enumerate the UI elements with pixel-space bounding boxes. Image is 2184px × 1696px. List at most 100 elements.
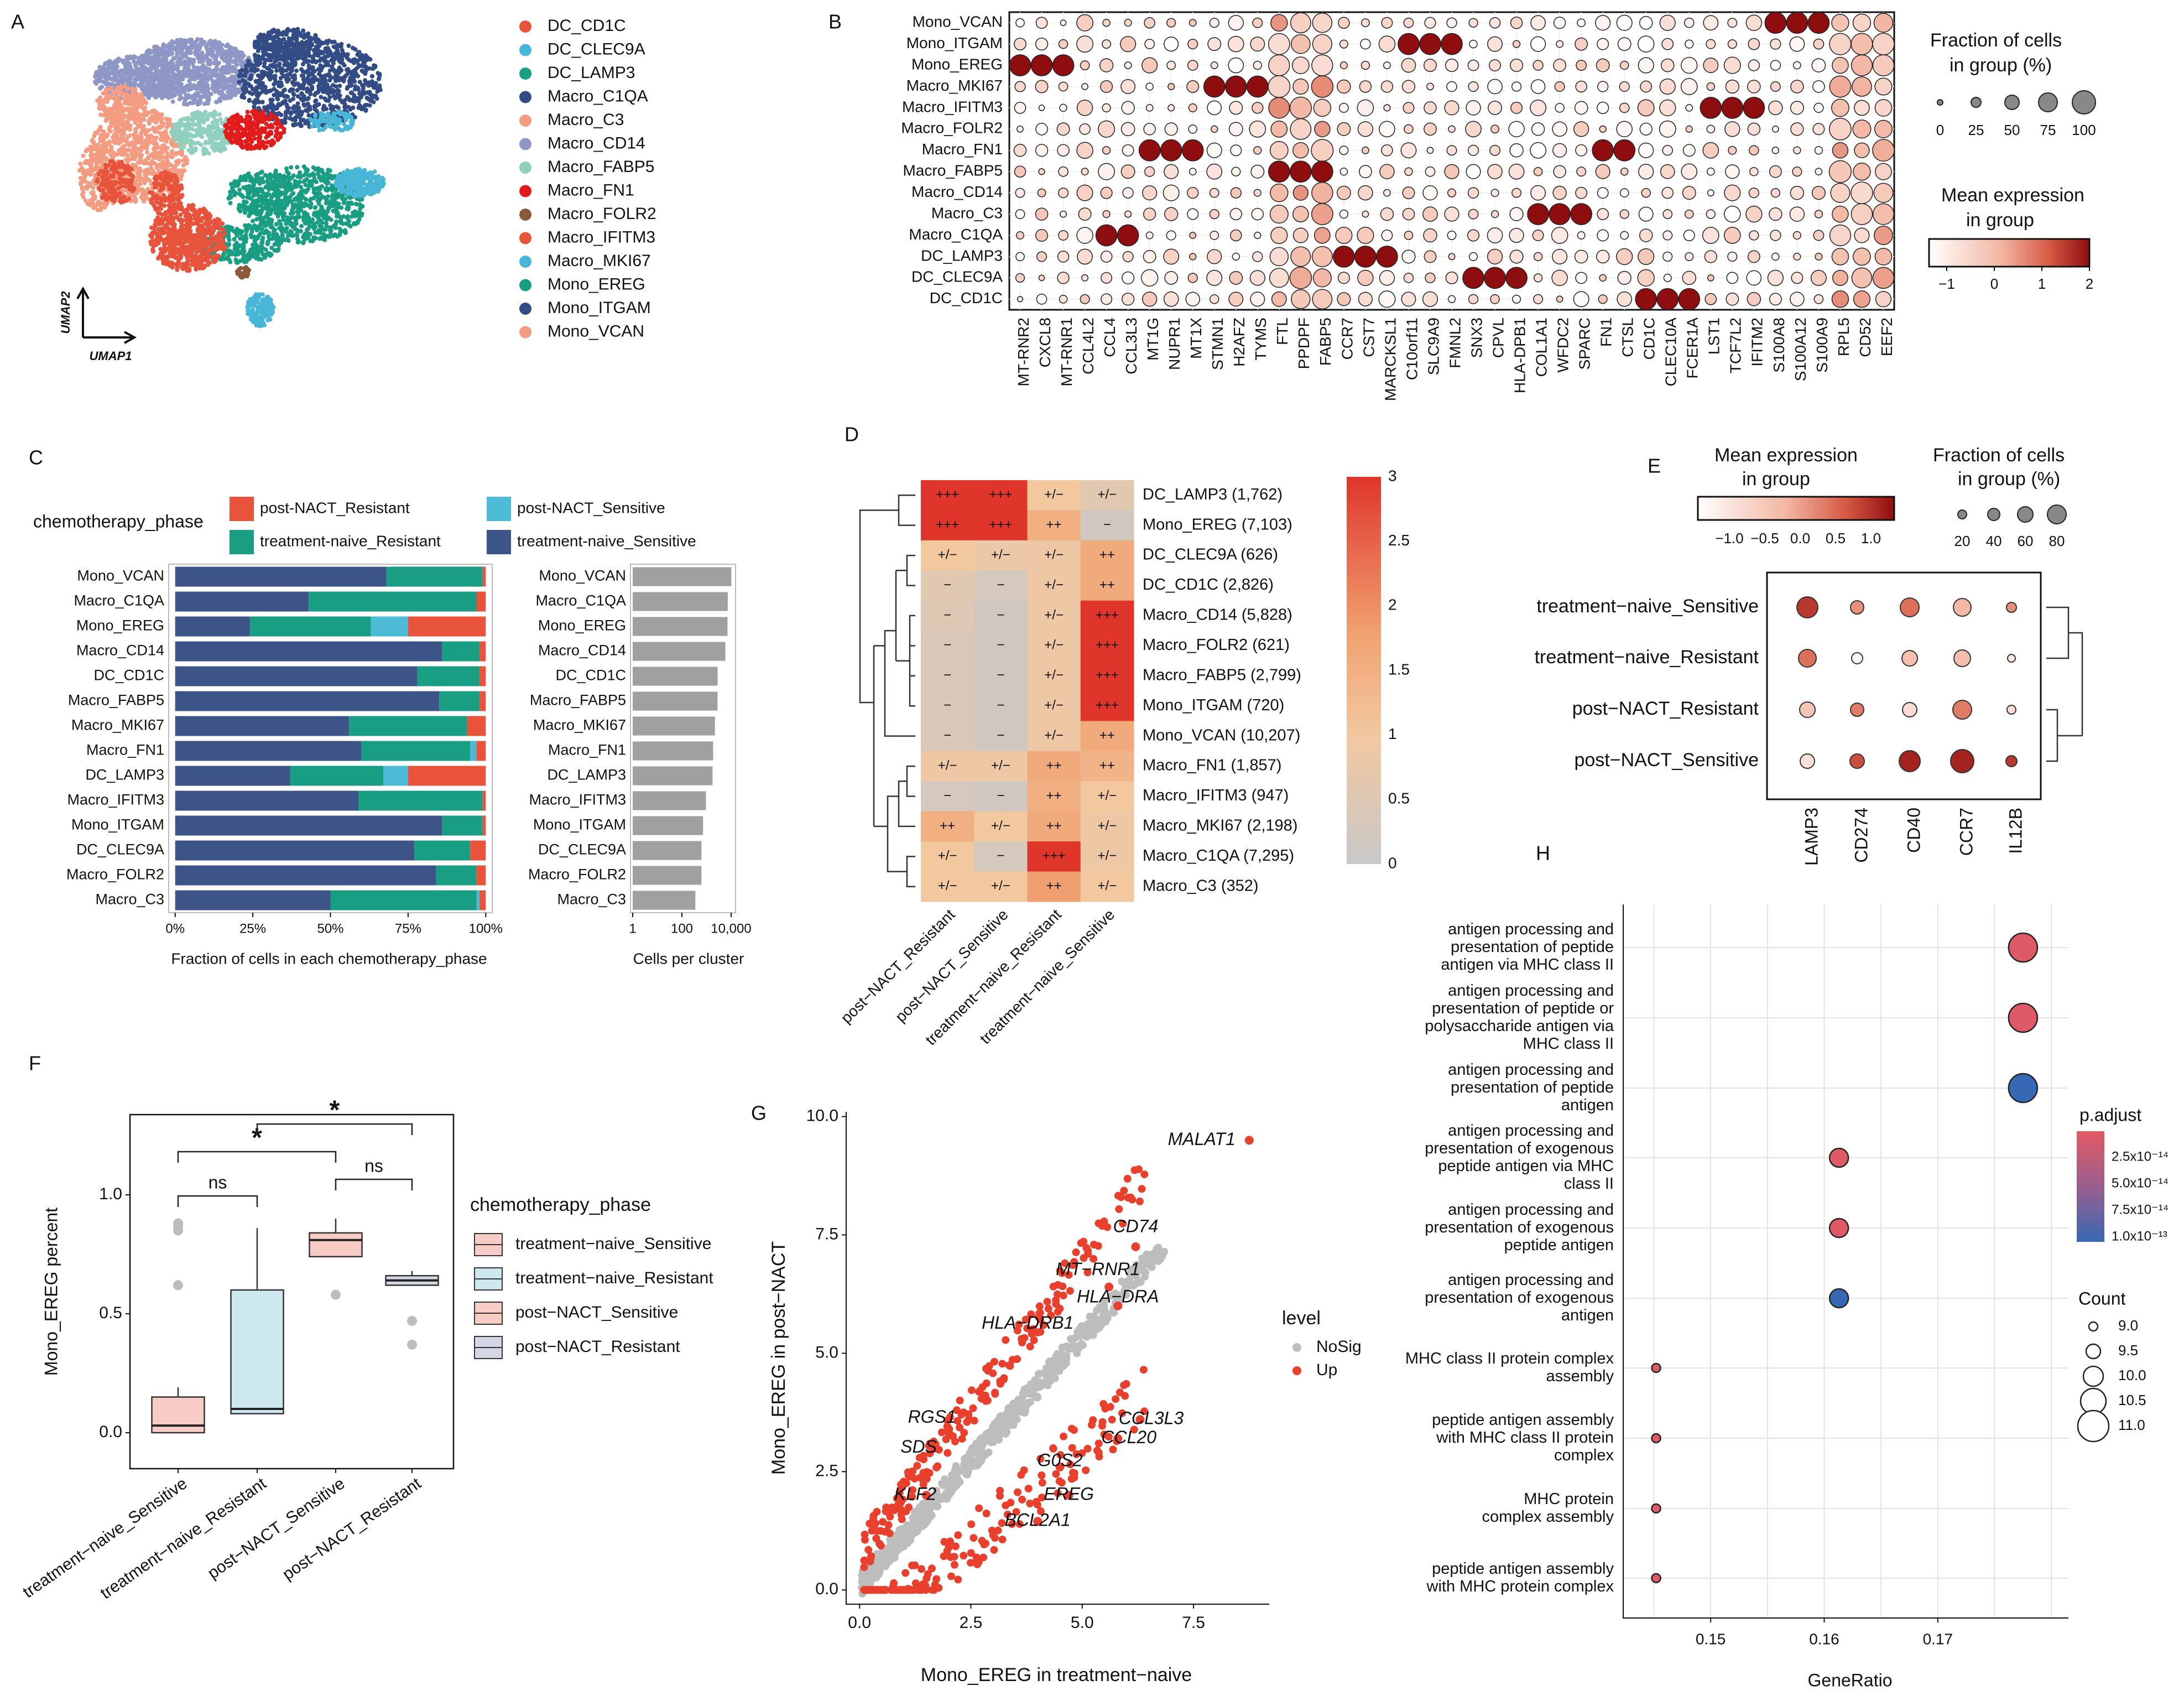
umap-point	[306, 63, 311, 68]
umap-point	[269, 252, 274, 257]
umap-point	[295, 165, 300, 170]
umap-point	[99, 66, 103, 71]
umap-point	[198, 54, 203, 59]
umap-point	[227, 55, 232, 60]
umap-point	[151, 109, 156, 114]
umap-point	[269, 69, 274, 74]
umap-point	[145, 80, 150, 85]
umap-point	[327, 228, 332, 233]
umap-point	[179, 62, 184, 67]
umap-point	[310, 65, 315, 70]
umap-point	[290, 28, 294, 33]
umap-point	[92, 134, 97, 139]
umap-point	[251, 252, 256, 256]
umap-point	[260, 236, 265, 241]
umap-point	[278, 238, 283, 243]
umap-point	[171, 122, 176, 127]
umap-point	[289, 233, 294, 238]
umap-point	[263, 205, 268, 210]
umap-point	[276, 199, 281, 204]
umap-point	[238, 209, 243, 214]
umap-point	[262, 61, 267, 65]
umap-point	[161, 45, 166, 50]
panel-letter-F: F	[29, 1052, 41, 1075]
umap-point	[213, 130, 218, 135]
umap-point	[282, 50, 286, 55]
umap-point	[368, 92, 373, 97]
umap-point	[334, 201, 339, 206]
umap-point	[265, 240, 270, 244]
umap-point	[255, 67, 260, 72]
umap-point	[217, 46, 222, 50]
umap-point	[161, 121, 166, 126]
umap-point	[300, 110, 305, 115]
umap-point	[326, 206, 331, 211]
umap-point	[282, 88, 286, 93]
umap-point	[256, 63, 261, 67]
umap-point	[335, 75, 340, 80]
umap-point	[80, 187, 85, 192]
umap-point	[155, 56, 160, 61]
umap-point	[249, 229, 254, 234]
umap-point	[274, 105, 279, 110]
umap-point	[308, 238, 313, 243]
umap-point	[182, 66, 187, 71]
umap-point	[101, 147, 106, 152]
umap-point	[172, 168, 177, 173]
umap-point	[78, 176, 83, 180]
umap-point	[258, 80, 263, 85]
umap-point	[333, 232, 337, 237]
umap-point	[217, 112, 222, 117]
umap-point	[284, 110, 289, 115]
umap-point	[362, 64, 367, 69]
umap-point	[286, 174, 291, 179]
umap-point	[243, 88, 248, 93]
umap-point	[206, 90, 211, 95]
umap-point	[137, 160, 142, 165]
umap-point	[228, 194, 233, 198]
umap-point	[253, 246, 258, 251]
umap-point	[271, 174, 276, 179]
umap-point	[337, 232, 342, 237]
umap-point	[179, 121, 184, 126]
umap-point	[133, 199, 138, 203]
umap-point	[300, 69, 305, 74]
umap-point	[262, 70, 267, 75]
umap-point	[197, 86, 202, 91]
umap-point	[342, 105, 347, 110]
umap-point	[241, 205, 246, 210]
umap-point	[250, 242, 255, 247]
umap-point	[180, 146, 185, 151]
umap-point	[365, 55, 370, 60]
umap-point	[259, 45, 264, 50]
umap-point	[297, 32, 302, 37]
umap-point	[331, 194, 336, 199]
umap-point	[312, 50, 317, 55]
umap-point	[217, 144, 222, 149]
umap-point	[283, 185, 288, 190]
umap-point	[352, 79, 357, 84]
umap-point	[238, 192, 243, 197]
umap-point	[173, 151, 178, 156]
umap-point	[259, 197, 264, 201]
umap-point	[197, 131, 202, 136]
umap-point	[169, 141, 174, 145]
umap-point	[336, 44, 341, 49]
umap-point	[166, 119, 171, 124]
umap-point	[137, 188, 142, 193]
umap-point	[327, 235, 332, 240]
umap-point	[179, 96, 184, 100]
umap-point	[216, 148, 221, 153]
umap-point	[207, 113, 212, 118]
umap-point	[169, 163, 173, 168]
umap-point	[189, 87, 193, 91]
umap-point	[154, 163, 159, 168]
umap-point	[107, 125, 112, 129]
umap-point	[133, 120, 138, 125]
umap-point	[239, 229, 244, 234]
umap-point	[244, 200, 249, 205]
umap-point	[269, 223, 274, 228]
umap-point	[108, 76, 113, 81]
umap-point	[253, 90, 258, 95]
umap-point	[123, 157, 128, 162]
